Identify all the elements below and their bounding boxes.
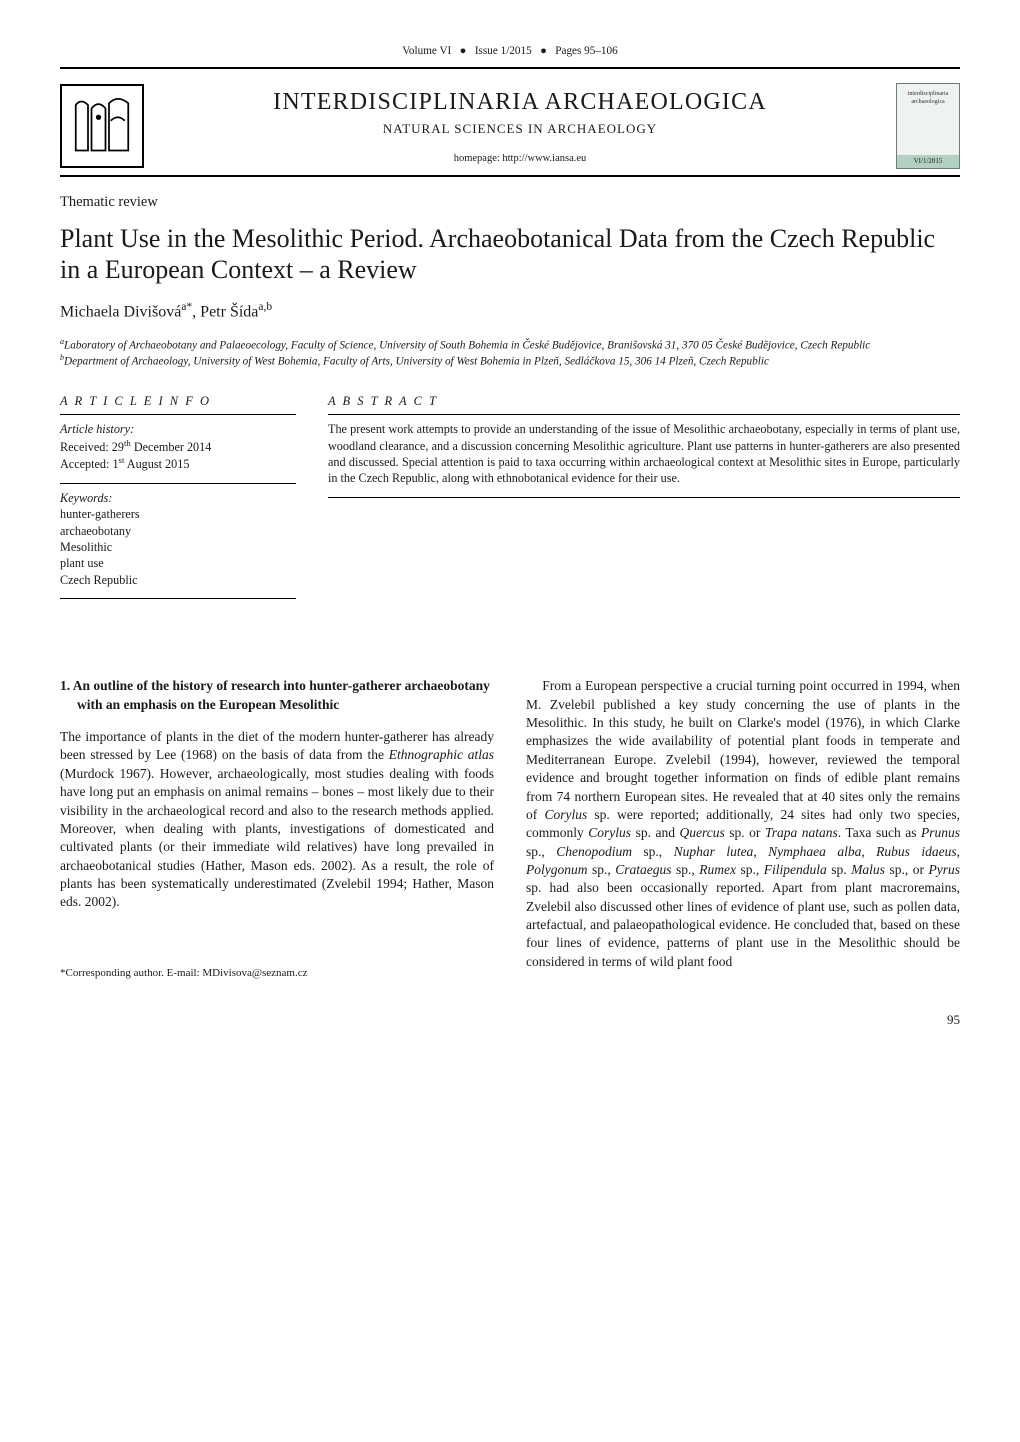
body-paragraph: From a European perspective a crucial tu… <box>526 677 960 971</box>
volume-text: Volume VI <box>402 45 451 57</box>
affiliations: aLaboratory of Archaeobotany and Palaeoe… <box>60 337 960 369</box>
authors: Michaela Divišováa*, Petr Šídaa,b <box>60 300 960 323</box>
page-number: 95 <box>60 1011 960 1029</box>
journal-logo-icon <box>60 84 144 168</box>
affiliation-b: bDepartment of Archaeology, University o… <box>60 353 960 369</box>
abstract-heading: A B S T R A C T <box>328 393 960 415</box>
abstract-text: The present work attempts to provide an … <box>328 421 960 498</box>
article-type: Thematic review <box>60 193 960 213</box>
keyword: archaeobotany <box>60 523 296 539</box>
info-abstract-row: A R T I C L E I N F O Article history: R… <box>60 393 960 605</box>
cover-thumbnail-icon <box>896 83 960 169</box>
bullet: ● <box>540 45 547 57</box>
rule <box>60 175 960 177</box>
keyword: hunter-gatherers <box>60 506 296 522</box>
masthead-text: INTERDISCIPLINARIA ARCHAEOLOGICA NATURAL… <box>164 86 876 166</box>
abstract-column: A B S T R A C T The present work attempt… <box>328 393 960 605</box>
rule <box>60 483 296 484</box>
keyword: plant use <box>60 555 296 571</box>
left-column: 1. An outline of the history of research… <box>60 677 494 980</box>
section-1-heading: 1. An outline of the history of research… <box>60 677 494 714</box>
volume-line: Volume VI ● Issue 1/2015 ● Pages 95–106 <box>60 44 960 67</box>
right-column: From a European perspective a crucial tu… <box>526 677 960 980</box>
rule <box>60 598 296 599</box>
keyword: Czech Republic <box>60 572 296 588</box>
journal-subtitle: NATURAL SCIENCES IN ARCHAEOLOGY <box>164 120 876 138</box>
received-date: Received: 29th December 2014 <box>60 438 296 456</box>
pages-text: Pages 95–106 <box>555 45 617 57</box>
keywords-head: Keywords: <box>60 490 296 506</box>
masthead: INTERDISCIPLINARIA ARCHAEOLOGICA NATURAL… <box>60 69 960 175</box>
body-paragraph: The importance of plants in the diet of … <box>60 728 494 912</box>
issue-text: Issue 1/2015 <box>475 45 532 57</box>
journal-title: INTERDISCIPLINARIA ARCHAEOLOGICA <box>164 86 876 118</box>
article-info-block: Article history: Received: 29th December… <box>60 421 296 599</box>
article-history-head: Article history: <box>60 421 296 437</box>
corresponding-author-footnote: *Corresponding author. E-mail: MDivisova… <box>60 966 494 981</box>
article-info-column: A R T I C L E I N F O Article history: R… <box>60 393 296 605</box>
article-title: Plant Use in the Mesolithic Period. Arch… <box>60 223 960 286</box>
accepted-date: Accepted: 1st August 2015 <box>60 455 296 473</box>
bullet: ● <box>460 45 467 57</box>
article-info-heading: A R T I C L E I N F O <box>60 393 296 415</box>
keyword: Mesolithic <box>60 539 296 555</box>
body-two-column: 1. An outline of the history of research… <box>60 677 960 980</box>
journal-homepage: homepage: http://www.iansa.eu <box>164 152 876 166</box>
affiliation-a: aLaboratory of Archaeobotany and Palaeoe… <box>60 337 960 353</box>
